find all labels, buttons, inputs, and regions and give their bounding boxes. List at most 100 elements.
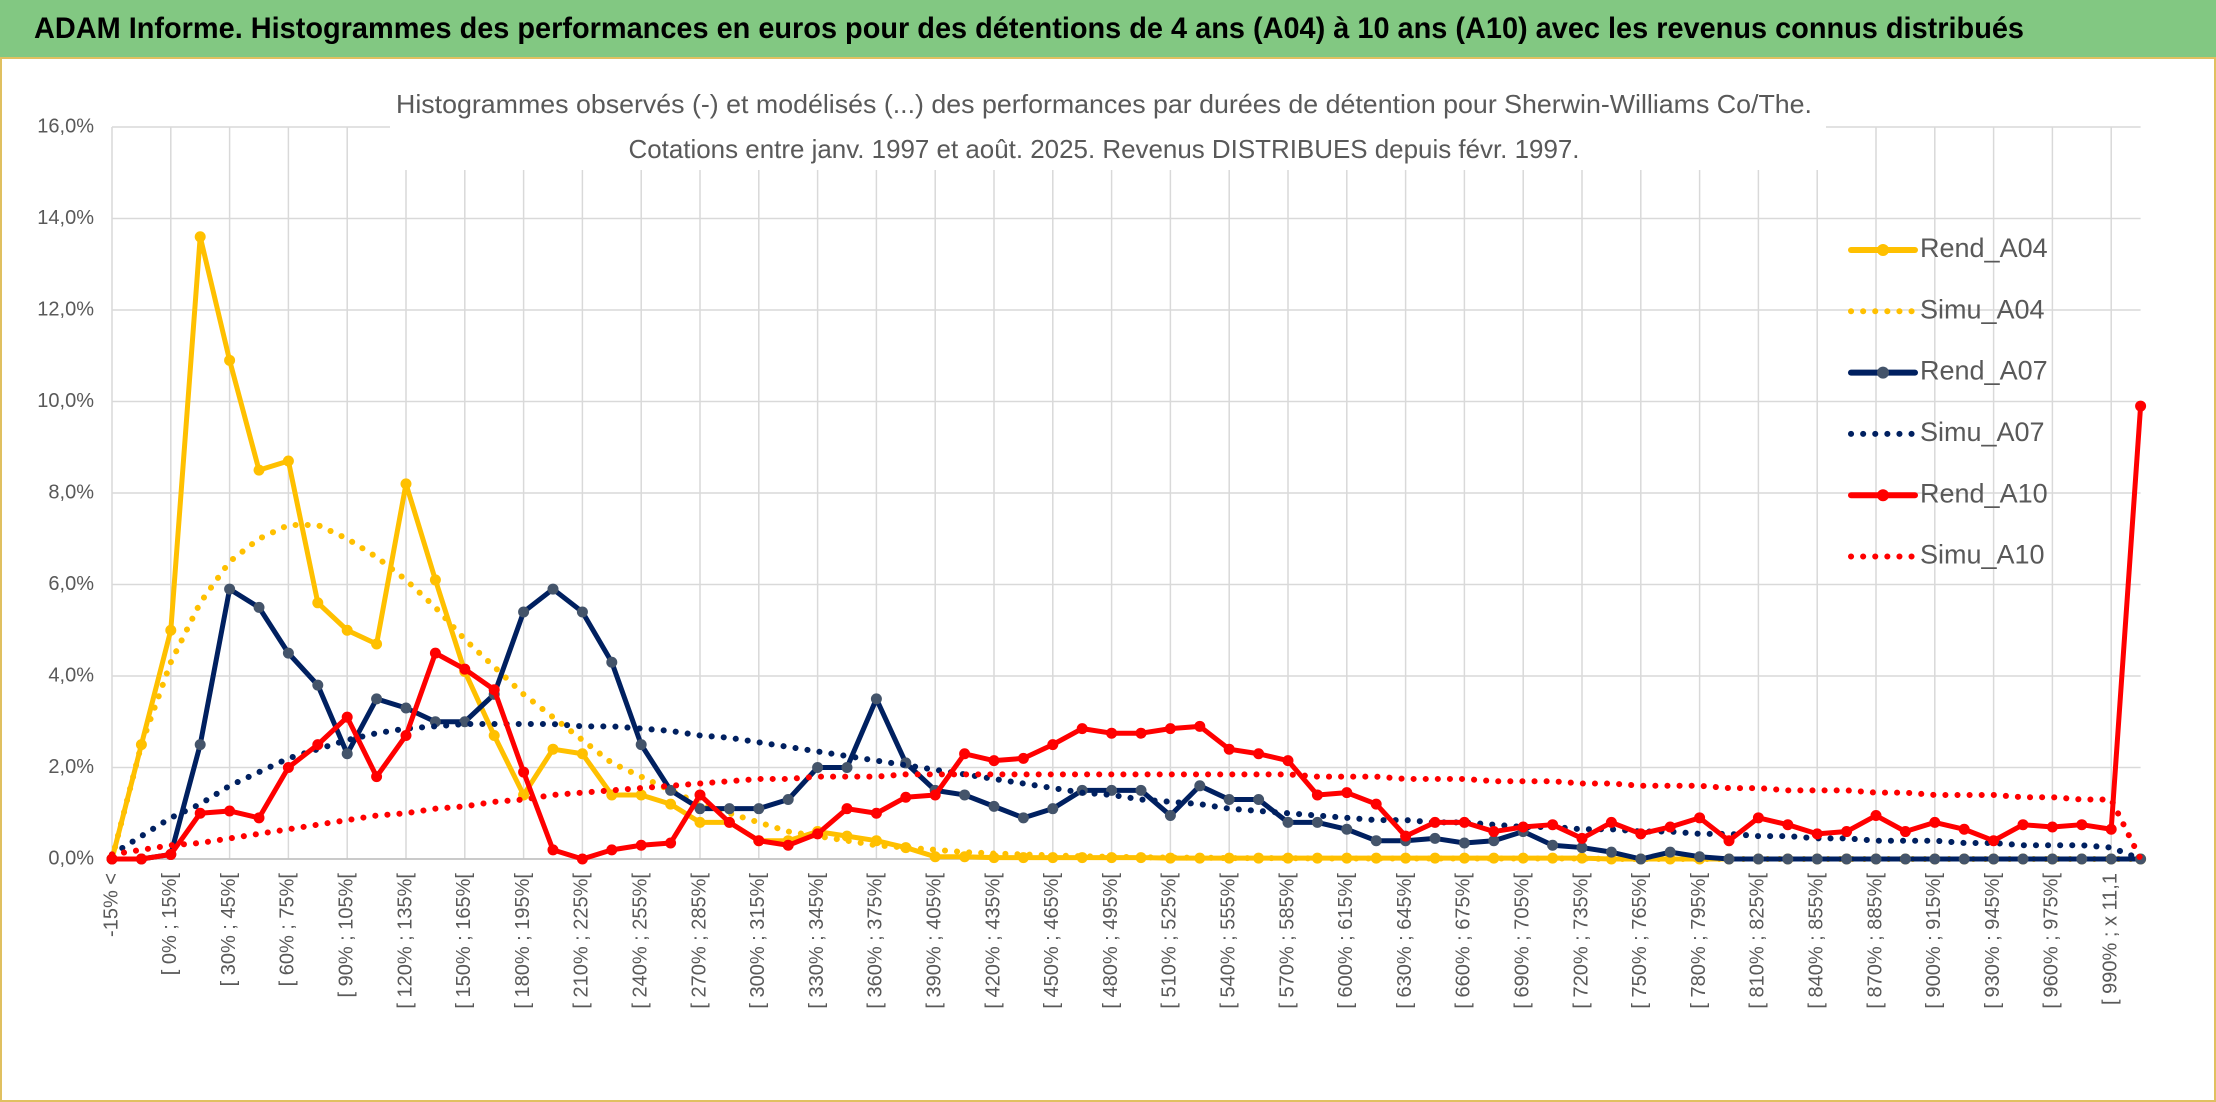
series-marker [1253, 794, 1265, 806]
title-backdrop [390, 86, 1826, 170]
x-tick-label: [ 690% ; 705%[ [1511, 873, 1533, 1009]
series-marker [253, 601, 265, 613]
series-marker [694, 803, 706, 815]
series-marker [812, 762, 824, 773]
series-marker [547, 583, 559, 595]
x-tick-label: [ 270% ; 285%[ [688, 873, 710, 1009]
series-marker [400, 729, 412, 741]
series-marker [2017, 853, 2029, 865]
series-marker [1547, 819, 1559, 831]
series-marker [429, 647, 441, 659]
x-tick-label: [ 870% ; 885%[ [1864, 873, 1886, 1009]
series-marker [1282, 816, 1294, 828]
series-marker [282, 455, 294, 467]
series-marker [1282, 755, 1294, 767]
series-marker [1400, 830, 1412, 842]
x-tick-label: [ 420% ; 435%[ [982, 873, 1004, 1009]
series-marker [635, 839, 647, 851]
series-marker [753, 835, 765, 847]
series-marker [1076, 723, 1088, 735]
series-marker [1899, 826, 1911, 838]
series-marker [312, 739, 324, 751]
series-marker [694, 816, 706, 828]
series-marker [1782, 853, 1794, 865]
series-marker [1870, 853, 1882, 865]
x-tick-label: [ 630% ; 645%[ [1394, 873, 1416, 1009]
series-marker [1135, 727, 1147, 739]
x-tick-label: [ 840% ; 855%[ [1805, 873, 1827, 1009]
series-marker [870, 807, 882, 819]
series-marker [782, 839, 794, 851]
series-marker [1694, 812, 1706, 824]
series-marker [841, 762, 853, 773]
legend-label: Simu_A07 [1920, 417, 2045, 447]
series-marker [635, 789, 647, 801]
series-marker [194, 231, 206, 243]
chart-title: Histogrammes observés (-) et modélisés (… [396, 89, 1812, 119]
x-tick-label: [ 90% ; 105%[ [335, 873, 357, 998]
x-tick-label: [ 150% ; 165%[ [453, 873, 475, 1009]
series-marker [1723, 853, 1735, 865]
series-marker [1458, 816, 1470, 828]
series-marker [665, 837, 677, 849]
series-marker [253, 812, 265, 824]
x-tick-label: [ 990% ; x 11,1 [2099, 873, 2121, 1005]
x-tick-label: [ 600% ; 615%[ [1335, 873, 1357, 1009]
series-marker [900, 791, 912, 803]
legend: Rend_A04 Simu_A04 Rend_A07 Simu_A07 Rend_A10… [1848, 233, 2048, 570]
series-marker [371, 771, 383, 783]
y-tick-label: 0,0% [48, 847, 94, 869]
series-marker [2046, 821, 2058, 833]
series-marker [723, 816, 735, 828]
series-marker [2017, 819, 2029, 831]
series-marker [341, 748, 353, 760]
series-marker [400, 478, 412, 490]
chart-subtitle: Cotations entre janv. 1997 et août. 2025… [629, 134, 1580, 164]
series-marker [2105, 853, 2117, 865]
x-tick-label: [ 360% ; 375%[ [865, 873, 887, 1009]
series-marker [1899, 853, 1911, 865]
series-marker [841, 803, 853, 815]
x-tick-label: [ 780% ; 795%[ [1688, 873, 1710, 1009]
series-marker [1311, 816, 1323, 828]
series-marker [224, 583, 236, 595]
series-marker [488, 684, 500, 696]
series-marker [1723, 835, 1735, 847]
series-marker [959, 748, 971, 760]
x-tick-label: [ 30% ; 45%[ [218, 873, 240, 987]
series-marker [1458, 837, 1470, 849]
series-marker [1341, 787, 1353, 799]
series-marker [312, 679, 324, 691]
series-marker [429, 574, 441, 586]
series-line [109, 403, 2144, 862]
series-marker [1929, 853, 1941, 865]
series-marker [1047, 739, 1059, 751]
series-line [109, 771, 2144, 862]
series-marker [518, 606, 530, 618]
series-marker [1017, 752, 1029, 764]
series-marker [2076, 819, 2088, 831]
series-marker [1164, 723, 1176, 735]
series-marker [1988, 835, 2000, 847]
series-marker [1223, 794, 1235, 806]
y-tick-label: 12,0% [37, 298, 94, 320]
series-marker [2076, 853, 2088, 865]
series-marker [1106, 727, 1118, 739]
series-marker [1135, 784, 1147, 796]
series-marker [1017, 852, 1029, 864]
y-tick-label: 2,0% [48, 756, 94, 778]
legend-label: Simu_A10 [1920, 540, 2045, 570]
series-marker [341, 711, 353, 723]
legend-label: Simu_A04 [1920, 294, 2045, 324]
header-band [0, 0, 2216, 58]
x-tick-label: [ 810% ; 825%[ [1747, 873, 1769, 1009]
series-marker [1811, 853, 1823, 865]
y-tick-label: 4,0% [48, 664, 94, 686]
x-tick-label: [ 240% ; 255%[ [629, 873, 651, 1009]
series-marker [1635, 828, 1647, 840]
series-marker [723, 803, 735, 815]
grid: 0,0% 2,0% 4,0% 6,0% 8,0% 10,0% 12,0% 14,0% 16,0%… [37, 115, 2141, 1009]
series-marker [253, 464, 265, 476]
x-tick-label: [ 0% ; 15%[ [159, 873, 181, 976]
series-marker [1311, 789, 1323, 801]
